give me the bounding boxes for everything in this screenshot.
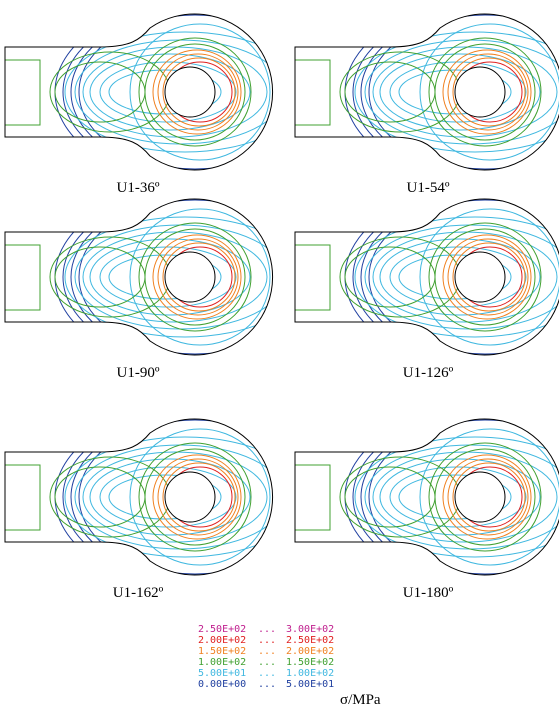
legend-from: 2.50E+02 [198, 624, 246, 635]
legend: 2.50E+02... 3.00E+02 2.00E+02... 2.50E+02 1.… [198, 624, 334, 690]
contour-plot [5, 407, 335, 587]
contour-plot [295, 2, 559, 182]
legend-to: 1.50E+02 [286, 657, 334, 668]
legend-to: 3.00E+02 [286, 624, 334, 635]
panel-label: U1-54º [407, 180, 450, 196]
contour-plot [5, 187, 335, 367]
legend-unit: σ/MPa [340, 692, 381, 708]
legend-sep: ... [258, 657, 276, 668]
legend-sep: ... [258, 668, 276, 679]
panels: U1-36º U1-54º U1-90º U1-126º U1-162º U1-180º [5, 2, 559, 601]
legend-from: 2.00E+02 [198, 635, 246, 646]
contour-plot [295, 407, 559, 587]
legend-to: 1.00E+02 [286, 668, 334, 679]
panel-label: U1-162º [113, 585, 164, 601]
panel-label: U1-90º [117, 365, 160, 381]
contour-plot [5, 2, 335, 182]
panel-label: U1-180º [403, 585, 454, 601]
legend-sep: ... [258, 635, 276, 646]
legend-to: 5.00E+01 [286, 679, 334, 690]
legend-from: 0.00E+00 [198, 679, 246, 690]
panel-label: U1-36º [117, 180, 160, 196]
legend-to: 2.50E+02 [286, 635, 334, 646]
contour-plot [295, 187, 559, 367]
legend-to: 2.00E+02 [286, 646, 334, 657]
legend-sep: ... [258, 679, 276, 690]
legend-sep: ... [258, 646, 276, 657]
legend-sep: ... [258, 624, 276, 635]
legend-from: 1.50E+02 [198, 646, 246, 657]
legend-from: 1.00E+02 [198, 657, 246, 668]
legend-from: 5.00E+01 [198, 668, 246, 679]
panel-label: U1-126º [403, 365, 454, 381]
